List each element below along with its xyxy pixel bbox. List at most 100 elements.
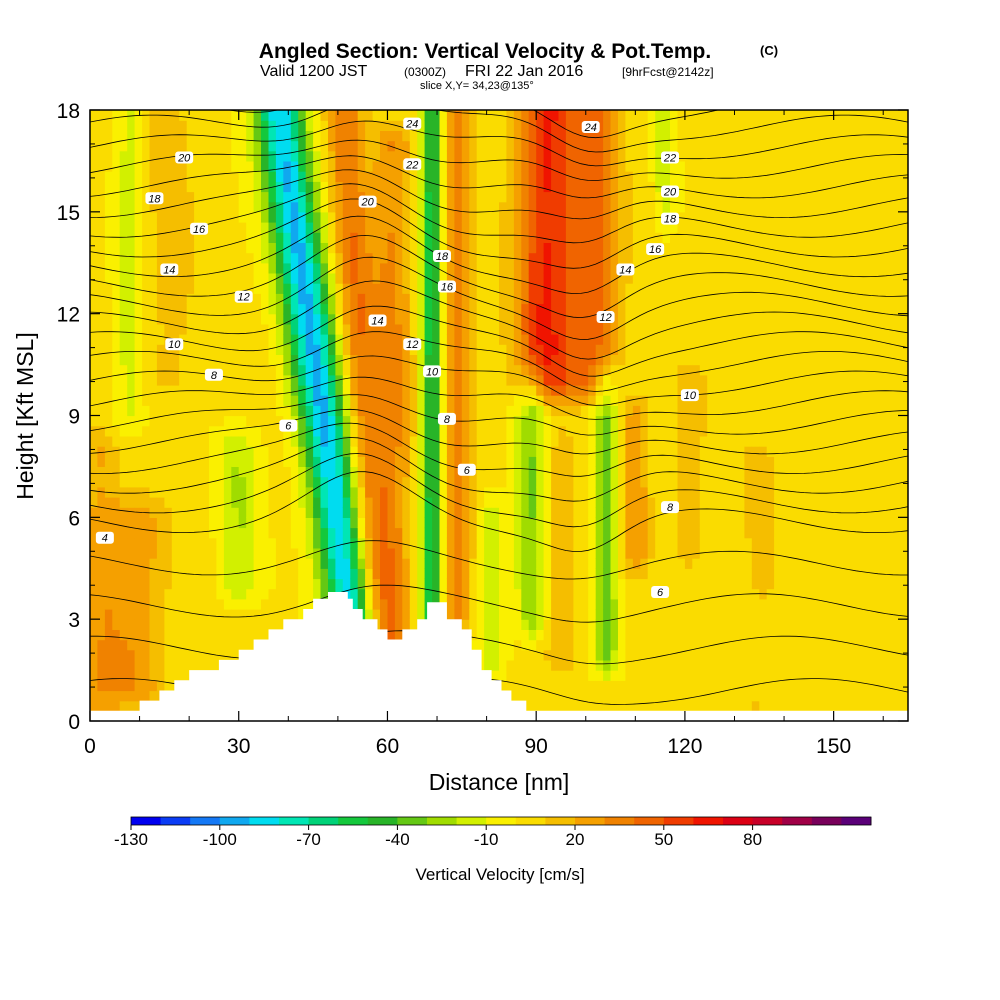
velocity-cell	[506, 456, 515, 467]
velocity-cell	[275, 354, 284, 366]
velocity-cell	[543, 609, 552, 620]
velocity-cell	[268, 283, 277, 294]
velocity-cell	[372, 435, 381, 447]
velocity-cell	[662, 283, 671, 294]
velocity-cell	[625, 456, 634, 467]
velocity-cell	[216, 558, 225, 569]
velocity-cell	[119, 629, 128, 641]
velocity-cell	[253, 435, 262, 447]
velocity-cell	[231, 507, 240, 518]
velocity-cell	[610, 222, 619, 233]
velocity-cell	[156, 476, 165, 488]
velocity-cell	[112, 364, 121, 376]
velocity-cell	[119, 537, 128, 549]
velocity-cell	[127, 588, 136, 600]
velocity-cell	[372, 517, 381, 529]
velocity-cell	[253, 323, 262, 335]
velocity-cell	[558, 649, 567, 661]
velocity-cell	[432, 323, 441, 335]
velocity-cell	[610, 578, 619, 590]
velocity-cell	[610, 211, 619, 223]
velocity-cell	[491, 649, 500, 661]
velocity-cell	[387, 517, 396, 529]
velocity-cell	[662, 384, 671, 396]
velocity-cell	[357, 476, 366, 488]
velocity-cell	[670, 446, 678, 457]
velocity-cell	[246, 578, 255, 590]
velocity-cell	[536, 466, 545, 478]
velocity-cell	[454, 446, 463, 457]
velocity-cell	[677, 110, 686, 121]
velocity-cell	[677, 374, 686, 386]
velocity-cell	[551, 456, 560, 467]
velocity-cell	[164, 639, 173, 651]
velocity-cell	[186, 476, 195, 488]
velocity-cell	[625, 252, 634, 264]
velocity-cell	[387, 374, 396, 386]
velocity-cell	[97, 313, 106, 325]
velocity-cell	[253, 517, 262, 529]
velocity-cell	[499, 497, 507, 508]
velocity-cell	[618, 619, 626, 630]
velocity-cell	[149, 160, 158, 172]
velocity-cell	[134, 242, 143, 254]
velocity-cell	[194, 415, 203, 427]
velocity-cell	[194, 110, 203, 121]
velocity-cell	[409, 415, 418, 427]
velocity-cell	[380, 405, 388, 417]
velocity-cell	[320, 181, 329, 193]
velocity-cell	[320, 588, 329, 600]
velocity-cell	[119, 334, 128, 345]
velocity-cell	[290, 405, 299, 417]
velocity-cell	[328, 558, 336, 569]
velocity-cell	[246, 384, 255, 396]
velocity-cell	[521, 313, 530, 325]
velocity-cell	[298, 160, 307, 172]
velocity-cell	[499, 527, 507, 539]
velocity-cell	[127, 609, 136, 620]
velocity-cell	[484, 120, 493, 131]
velocity-cell	[417, 598, 426, 610]
velocity-cell	[275, 313, 284, 325]
velocity-cell	[216, 120, 225, 131]
velocity-cell	[283, 344, 292, 355]
velocity-cell	[320, 222, 329, 233]
velocity-cell	[469, 160, 478, 172]
velocity-cell	[104, 272, 113, 284]
velocity-cell	[365, 558, 374, 569]
velocity-cell	[357, 425, 366, 437]
velocity-cell	[104, 507, 113, 518]
velocity-cell	[253, 201, 262, 213]
velocity-cell	[246, 262, 255, 274]
velocity-cell	[201, 283, 210, 294]
velocity-cell	[647, 547, 656, 559]
velocity-cell	[551, 568, 560, 580]
velocity-cell	[104, 303, 113, 315]
velocity-cell	[551, 374, 560, 386]
velocity-cell	[536, 690, 545, 702]
velocity-cell	[536, 211, 545, 223]
velocity-cell	[246, 486, 255, 498]
velocity-cell	[290, 130, 299, 142]
velocity-cell	[543, 130, 552, 142]
velocity-cell	[268, 252, 277, 264]
velocity-cell	[618, 110, 626, 121]
velocity-cell	[238, 201, 247, 213]
velocity-cell	[506, 344, 515, 355]
velocity-cell	[119, 659, 128, 671]
velocity-cell	[573, 171, 582, 182]
velocity-cell	[521, 486, 530, 498]
velocity-cell	[454, 384, 463, 396]
velocity-cell	[313, 446, 322, 457]
velocity-cell	[543, 527, 552, 539]
velocity-cell	[328, 323, 336, 335]
velocity-cell	[97, 222, 106, 233]
velocity-cell	[588, 690, 597, 702]
velocity-cell	[171, 252, 180, 264]
velocity-cell	[201, 588, 210, 600]
velocity-cell	[320, 232, 329, 243]
velocity-cell	[290, 232, 299, 243]
velocity-cell	[216, 527, 225, 539]
velocity-cell	[380, 222, 388, 233]
velocity-cell	[119, 578, 128, 590]
